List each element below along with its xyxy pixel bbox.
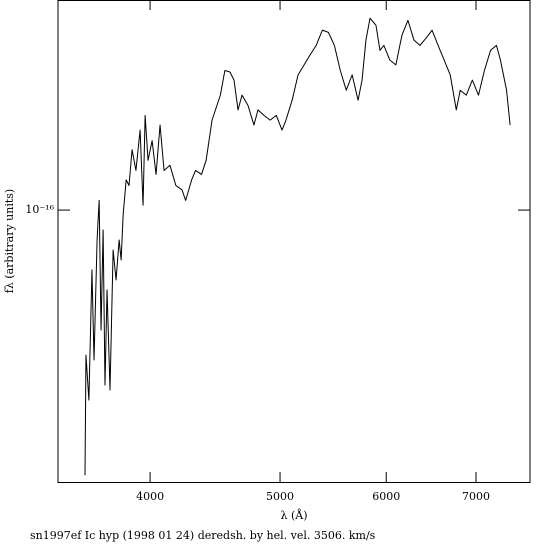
spectrum-line [84, 17, 511, 476]
chart-title: sn1997ef Ic hyp (1998 01 24) deredsh. by… [30, 529, 376, 542]
plot-frame [57, 0, 531, 483]
x-tick-label: 6000 [372, 490, 400, 503]
y-axis-label: fλ (arbitrary units) [3, 189, 16, 293]
x-tick-label: 4000 [136, 490, 164, 503]
x-tick-label: 7000 [462, 490, 490, 503]
x-tick-label: 5000 [266, 490, 294, 503]
y-tick-label: 10⁻¹⁶ [25, 203, 54, 216]
x-axis-label: λ (Å) [281, 508, 308, 522]
